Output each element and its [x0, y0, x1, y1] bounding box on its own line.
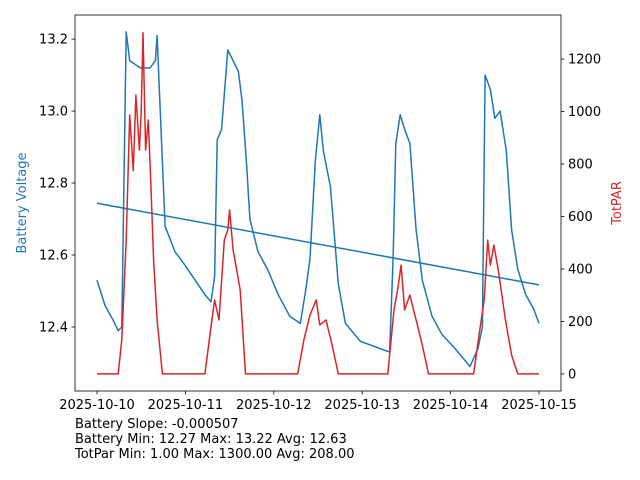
battery-stats-text: Battery Min: 12.27 Max: 13.22 Avg: 12.63: [75, 432, 347, 447]
x-tick-label: 2025-10-15: [501, 398, 577, 413]
y-right-tick-label: 800: [568, 158, 593, 173]
stats-block: Battery Slope: -0.000507 Battery Min: 12…: [75, 417, 355, 462]
x-axis: 2025-10-10 2025-10-11 2025-10-12 2025-10-13…: [59, 391, 577, 413]
y-axis-left: 12.4 12.6 12.8 13.0 13.2: [39, 33, 75, 335]
x-tick-label: 2025-10-10: [59, 398, 135, 413]
y-left-tick-label: 12.4: [39, 320, 68, 335]
battery-slope-text: Battery Slope: -0.000507: [75, 417, 239, 432]
series-battery-trend: [96, 202, 540, 286]
y-right-tick-label: 1000: [568, 105, 601, 120]
series-battery-voltage: [96, 31, 540, 368]
x-tick-label: 2025-10-13: [324, 398, 400, 413]
y-axis-right: 0 200 400 600 800 1000 1200: [561, 53, 601, 382]
y-axis-right-label: TotPAR: [610, 181, 625, 226]
x-tick-label: 2025-10-12: [236, 398, 312, 413]
y-left-tick-label: 13.2: [39, 33, 68, 48]
y-right-tick-label: 0: [568, 367, 576, 382]
plot-frame: [74, 14, 562, 392]
y-right-tick-label: 1200: [568, 53, 601, 68]
y-axis-left-label: Battery Voltage: [15, 152, 30, 253]
y-left-tick-label: 13.0: [39, 105, 68, 120]
y-left-tick-label: 12.8: [39, 177, 68, 192]
x-tick-label: 2025-10-11: [148, 398, 224, 413]
y-right-tick-label: 400: [568, 262, 593, 277]
y-left-tick-label: 12.6: [39, 248, 68, 263]
series-layer: [96, 31, 540, 375]
y-right-tick-label: 200: [568, 315, 593, 330]
par-stats-text: TotPar Min: 1.00 Max: 1300.00 Avg: 208.0…: [75, 447, 355, 462]
x-tick-label: 2025-10-14: [413, 398, 489, 413]
y-right-tick-label: 600: [568, 210, 593, 225]
series-totpar: [97, 32, 539, 375]
